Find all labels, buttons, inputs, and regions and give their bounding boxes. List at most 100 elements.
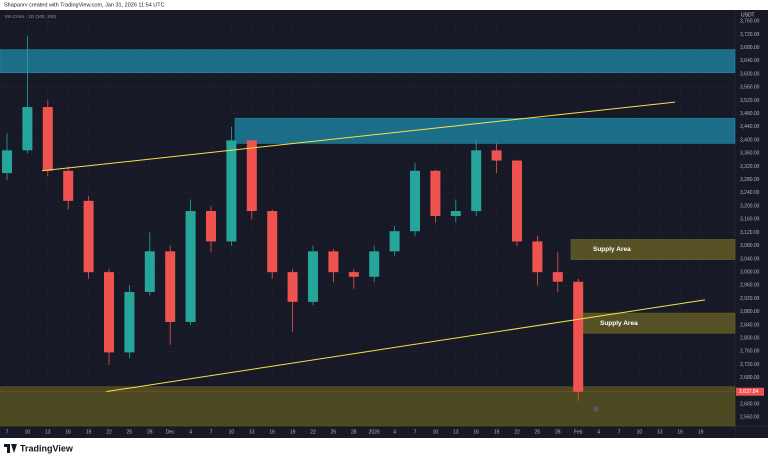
zone [0, 49, 736, 74]
candle-body [512, 160, 522, 242]
indicator-legend: MA Cross · 1D (100, 200) [5, 14, 57, 19]
x-tick-label: 28 [351, 429, 357, 435]
y-tick-label: 3,640.00 [740, 58, 760, 64]
x-tick-label: 28 [147, 429, 153, 435]
zone [234, 117, 736, 144]
x-tick-label: 2026 [369, 429, 380, 435]
zone-label: Supply Area [600, 320, 638, 327]
y-tick-label: 3,000.00 [740, 269, 760, 275]
x-tick-label: 4 [597, 429, 600, 435]
x-tick-label: 25 [535, 429, 541, 435]
x-tick-label: Feb [574, 429, 583, 435]
x-tick-label: 7 [618, 429, 621, 435]
y-tick-label: 3,600.00 [740, 71, 760, 77]
x-tick-label: 7 [6, 429, 9, 435]
candle-body [389, 231, 400, 252]
candle-body [287, 272, 298, 302]
candle-body [206, 211, 216, 242]
x-tick-label: 19 [86, 429, 92, 435]
y-tick-label: 2,760.00 [740, 349, 760, 355]
x-tick-label: 22 [310, 429, 316, 435]
candle-body [491, 150, 502, 161]
y-tick-label: 3,560.00 [740, 85, 760, 91]
y-tick-label: 3,280.00 [740, 177, 760, 183]
y-tick-label: 2,720.00 [740, 362, 760, 368]
plot-background [0, 10, 768, 438]
candle-body [226, 140, 237, 242]
candle-body [532, 241, 543, 273]
zone [570, 239, 736, 260]
candle-body [124, 291, 135, 353]
candle-body [83, 200, 94, 273]
y-tick-label: 3,360.00 [740, 151, 760, 157]
candle-body [348, 272, 359, 277]
y-tick-label: 3,080.00 [740, 243, 760, 249]
candle-body [267, 211, 278, 273]
y-tick-label: 2,680.00 [740, 375, 760, 381]
candle-body [42, 107, 53, 171]
x-tick-label: 4 [189, 429, 192, 435]
y-tick-label: 3,040.00 [740, 256, 760, 262]
candle-body [328, 251, 339, 273]
x-tick-label: 13 [45, 429, 51, 435]
y-tick-label: 3,200.00 [740, 203, 760, 209]
zone [0, 386, 736, 427]
candle-body [165, 251, 176, 322]
y-tick-label: 3,760.00 [740, 19, 760, 25]
y-tick-label: 2,560.00 [740, 415, 760, 421]
zone-label: Supply Area [593, 246, 631, 253]
y-tick-label: 2,840.00 [740, 322, 760, 328]
last-price-label: 2,637.84 [739, 389, 759, 395]
candle-body [552, 272, 563, 282]
candle-body [185, 211, 196, 322]
y-tick-label: 3,680.00 [740, 45, 760, 51]
x-tick-label: 16 [677, 429, 683, 435]
y-tick-label: 3,160.00 [740, 217, 760, 223]
x-tick-label: 22 [106, 429, 112, 435]
y-tick-label: 2,920.00 [740, 296, 760, 302]
y-tick-label: 2,600.00 [740, 402, 760, 408]
y-tick-label: 2,880.00 [740, 309, 760, 315]
y-tick-label: 3,320.00 [740, 164, 760, 170]
header-bar [0, 0, 768, 10]
candle-body [369, 251, 380, 277]
y-tick-label: 3,440.00 [740, 124, 760, 130]
x-tick-label: 10 [229, 429, 235, 435]
x-tick-label: 7 [414, 429, 417, 435]
candle-body [2, 150, 12, 174]
brand-logo [4, 444, 17, 453]
x-tick-label: 22 [514, 429, 520, 435]
y-tick-label: 3,520.00 [740, 98, 760, 104]
y-tick-label: 3,400.00 [740, 137, 760, 143]
x-tick-label: 4 [393, 429, 396, 435]
x-tick-label: 13 [453, 429, 459, 435]
candle-body [246, 140, 257, 212]
currency: USDT [741, 12, 755, 18]
x-tick-label: 13 [249, 429, 255, 435]
candle-body [410, 170, 420, 232]
x-tick-label: Dec [166, 429, 175, 435]
y-tick-label: 3,240.00 [740, 190, 760, 196]
candle-body [430, 170, 441, 217]
candle-body [573, 281, 584, 392]
candle-body [450, 211, 461, 217]
trendline [105, 299, 706, 393]
x-tick-label: 10 [433, 429, 439, 435]
x-tick-label: 7 [210, 429, 213, 435]
y-tick-label: 3,480.00 [740, 111, 760, 117]
y-tick-label: 3,720.00 [740, 32, 760, 38]
candle-body [471, 150, 482, 212]
brand: TradingView [20, 443, 74, 453]
y-tick-label: 2,800.00 [740, 336, 760, 342]
x-tick-label: 16 [473, 429, 479, 435]
candle-body [104, 272, 114, 353]
x-tick-label: 25 [127, 429, 133, 435]
last-price-box [736, 387, 764, 396]
x-tick-label: 19 [290, 429, 296, 435]
x-tick-label: 19 [494, 429, 500, 435]
y-tick-label: 2,960.00 [740, 283, 760, 289]
x-tick-label: 13 [657, 429, 663, 435]
x-tick-label: 16 [269, 429, 275, 435]
x-tick-label: 19 [698, 429, 704, 435]
